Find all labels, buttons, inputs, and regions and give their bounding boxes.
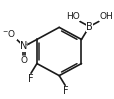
- Text: N: N: [20, 41, 27, 51]
- Text: OH: OH: [98, 12, 112, 21]
- Text: O: O: [20, 56, 27, 65]
- Text: F: F: [27, 74, 33, 84]
- Text: HO: HO: [65, 12, 79, 21]
- Text: B: B: [85, 22, 92, 32]
- Text: +: +: [24, 42, 29, 47]
- Text: $^{-}$O: $^{-}$O: [2, 28, 16, 39]
- Text: F: F: [62, 86, 68, 96]
